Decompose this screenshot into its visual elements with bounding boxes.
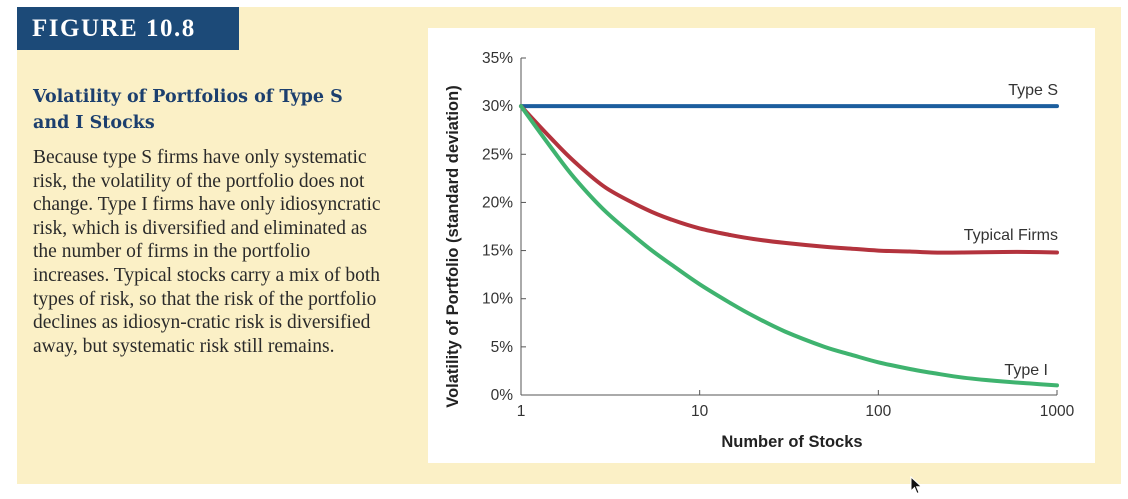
series-label-type-s: Type S xyxy=(1008,82,1058,99)
y-tick-label: 15% xyxy=(482,243,513,260)
x-tick-label: 1000 xyxy=(1040,403,1075,420)
series-line-typical-firms xyxy=(519,104,1059,255)
series-labels: Type S Typical Firms Type I xyxy=(964,82,1058,379)
y-tick-label: 10% xyxy=(482,291,513,308)
figure-label: FIGURE 10.8 xyxy=(17,7,239,50)
y-tick-label: 20% xyxy=(482,194,513,211)
x-axis-title: Number of Stocks xyxy=(721,433,862,451)
y-tick-label: 0% xyxy=(491,387,514,404)
y-tick-label: 5% xyxy=(491,339,514,356)
x-tick-label: 100 xyxy=(865,403,891,420)
x-tick-label: 1 xyxy=(517,403,526,420)
y-tick-label: 25% xyxy=(482,146,513,163)
y-tick-label: 35% xyxy=(482,50,513,67)
y-axis-title: Volatility of Portfolio (standard deviat… xyxy=(444,85,462,407)
axes: 0% 5% 10% 15% 20% 25% 30% 35% 1 10 100 1000 xyxy=(482,50,1075,420)
y-tick-label: 30% xyxy=(482,98,513,115)
figure-caption: Because type S firms have only systemati… xyxy=(33,147,381,357)
series-label-type-i: Type I xyxy=(1004,362,1048,379)
series-lines xyxy=(519,104,1059,388)
x-tick-label: 10 xyxy=(691,403,709,420)
series-label-typical-firms: Typical Firms xyxy=(964,227,1058,244)
line-chart: 0%5%10%15%20%25%30%35%1 10 100 1000 Type ST… xyxy=(444,50,1075,451)
series-line-type-i xyxy=(519,104,1059,388)
mouse-cursor-icon xyxy=(910,476,923,495)
figure-title: Volatility of Portfolios of Type S and I… xyxy=(33,87,343,133)
